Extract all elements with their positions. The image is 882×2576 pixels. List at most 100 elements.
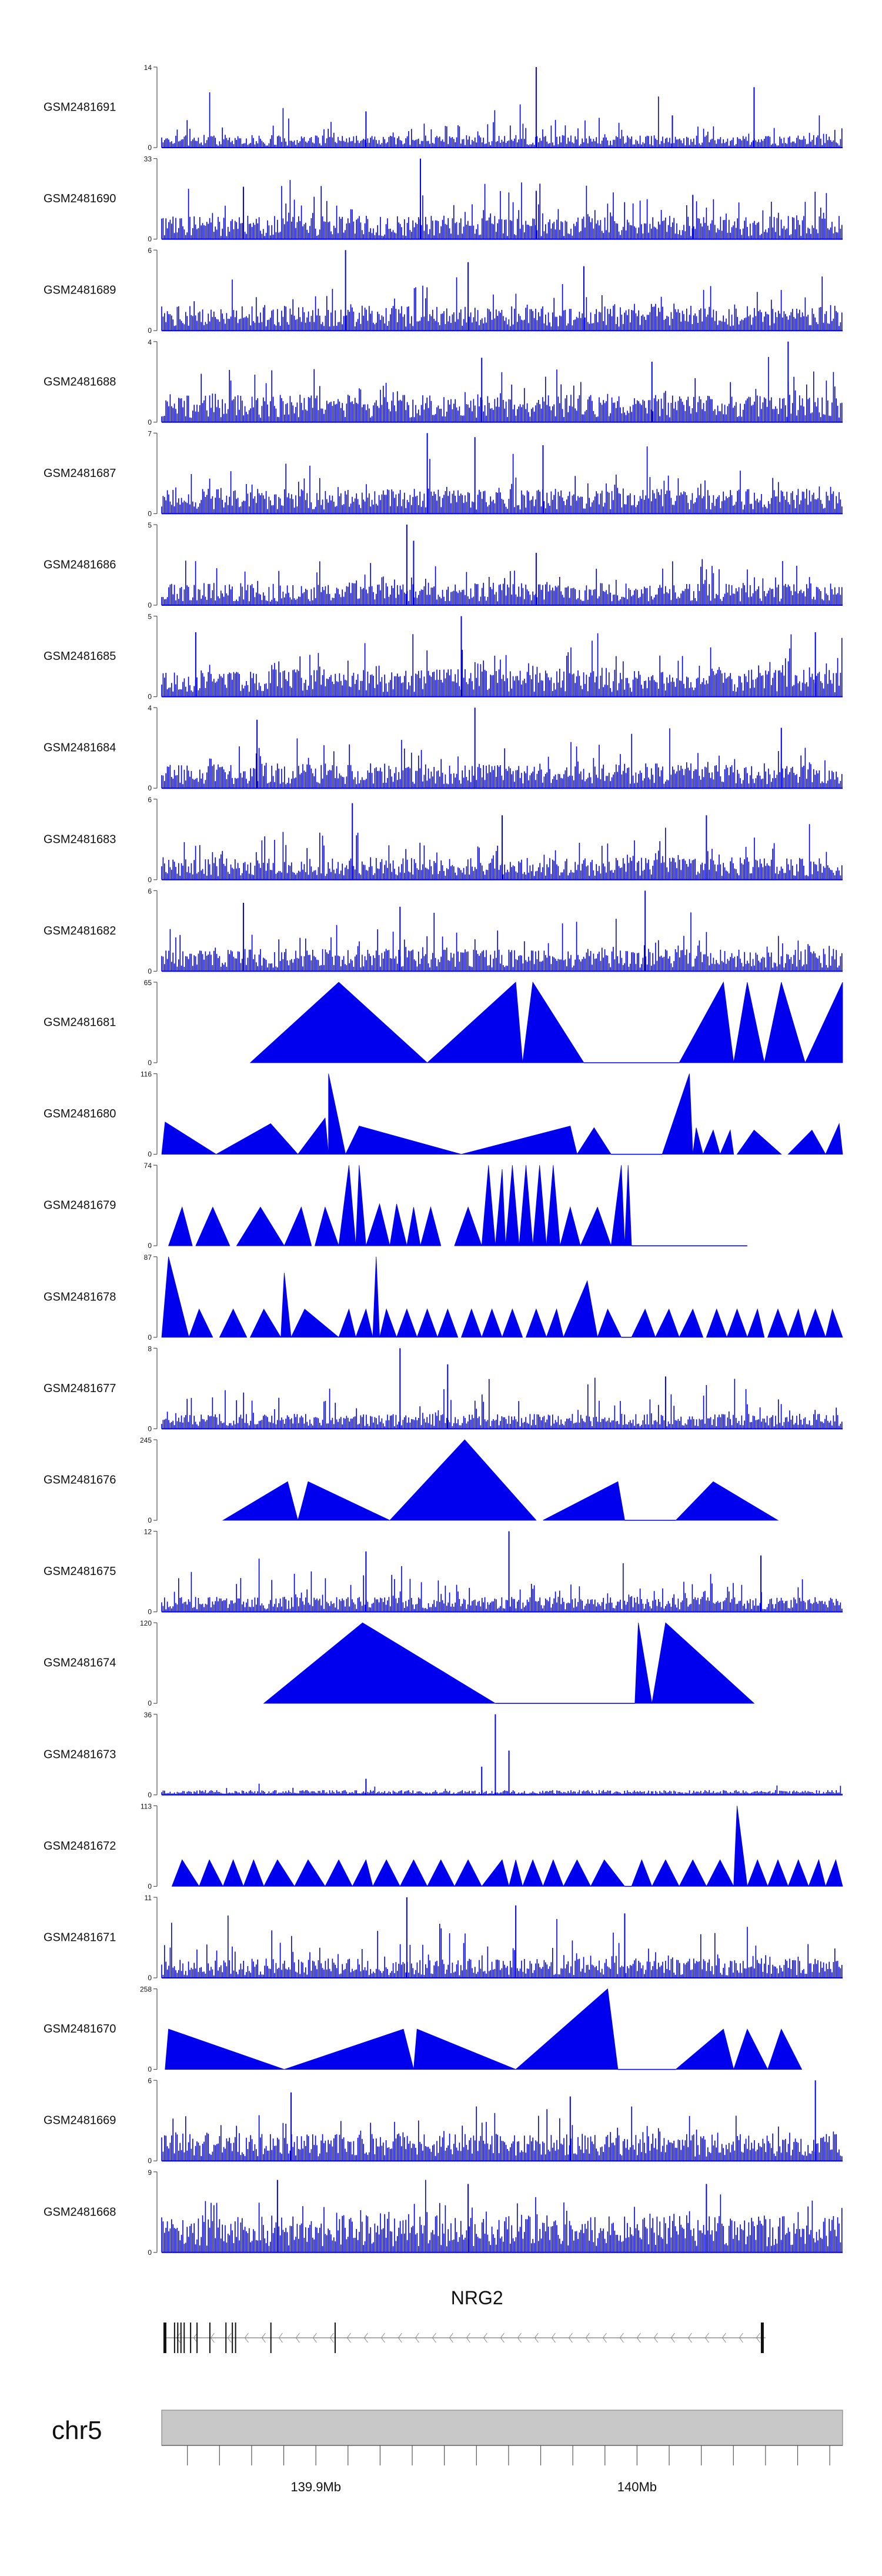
coverage-peak bbox=[543, 1481, 625, 1521]
coverage-peak bbox=[481, 1308, 503, 1338]
y-tick-label-max: 258 bbox=[140, 1986, 152, 1994]
exon bbox=[232, 2323, 233, 2353]
exon bbox=[183, 2323, 185, 2353]
track-label: GSM2481681 bbox=[44, 1016, 116, 1029]
exon bbox=[235, 2323, 236, 2353]
coverage-peak bbox=[736, 1129, 782, 1154]
exon bbox=[270, 2323, 272, 2353]
track-GSM2481672: GSM2481672 113 0 bbox=[44, 1802, 843, 1890]
coverage-peak bbox=[236, 1206, 285, 1246]
coverage-peak bbox=[168, 1206, 193, 1246]
coverage-signal bbox=[161, 1559, 843, 1612]
coverage-peak bbox=[726, 1308, 748, 1338]
track-label: GSM2481689 bbox=[44, 284, 116, 297]
coverage-peak bbox=[338, 1308, 356, 1338]
y-tick-label-min: 0 bbox=[148, 326, 152, 335]
coverage-peak bbox=[525, 1308, 547, 1338]
strand-arrow bbox=[721, 2333, 726, 2343]
coverage-peak bbox=[460, 1308, 482, 1338]
y-tick-label-max: 245 bbox=[140, 1436, 152, 1444]
coverage-signal bbox=[161, 446, 843, 514]
coverage-peak bbox=[352, 1859, 373, 1887]
track-label: GSM2481691 bbox=[44, 101, 116, 114]
coverage-signal bbox=[161, 356, 843, 422]
y-tick-label-max: 87 bbox=[144, 1253, 152, 1262]
coverage-peak bbox=[546, 1308, 564, 1338]
strand-arrow bbox=[346, 2333, 351, 2343]
coverage-peak bbox=[522, 1859, 544, 1887]
coverage-peak bbox=[325, 1859, 353, 1887]
coverage-peak bbox=[284, 2028, 414, 2070]
y-tick-label-max: 5 bbox=[148, 521, 152, 529]
exon bbox=[760, 2323, 764, 2353]
strand-arrow bbox=[312, 2333, 317, 2343]
coverage-peak bbox=[315, 1206, 339, 1246]
y-tick-label-min: 0 bbox=[148, 1608, 152, 1616]
coverage-peak bbox=[559, 1206, 581, 1246]
coverage-peak bbox=[597, 1308, 622, 1338]
coverage-signal bbox=[161, 728, 843, 789]
track-GSM2481691: GSM2481691 14 0 bbox=[44, 64, 843, 152]
strand-arrow bbox=[176, 2333, 181, 2343]
track-GSM2481680: GSM2481680 116 0 bbox=[44, 1070, 843, 1159]
coverage-peak bbox=[502, 1308, 523, 1338]
coverage-peak bbox=[165, 2028, 285, 2070]
track-label: GSM2481677 bbox=[44, 1382, 116, 1395]
track-label: GSM2481683 bbox=[44, 833, 116, 846]
coverage-peak bbox=[532, 1165, 547, 1246]
y-tick-label-min: 0 bbox=[148, 1699, 152, 1707]
coverage-peak bbox=[767, 2028, 803, 2070]
y-tick-label-min: 0 bbox=[148, 1059, 152, 1067]
coverage-peak bbox=[733, 982, 765, 1063]
coverage-peak bbox=[679, 981, 734, 1063]
y-tick-label-max: 36 bbox=[144, 1711, 152, 1719]
coverage-peak bbox=[804, 982, 843, 1063]
track-GSM2481689: GSM2481689 6 0 bbox=[44, 246, 843, 335]
coverage-peak bbox=[215, 1123, 299, 1154]
track-label: GSM2481672 bbox=[44, 1840, 116, 1853]
coverage-peak bbox=[249, 982, 428, 1063]
coverage-peak bbox=[624, 1165, 632, 1246]
y-tick-label-max: 6 bbox=[148, 246, 152, 255]
ideogram-track: chr5 139.9Mb 140Mb bbox=[52, 2410, 843, 2494]
y-tick-label-max: 116 bbox=[141, 1070, 152, 1079]
strand-arrow bbox=[227, 2333, 232, 2343]
coverage-peak bbox=[420, 1206, 442, 1246]
coverage-peak bbox=[825, 1308, 843, 1338]
y-tick-label-max: 6 bbox=[148, 2077, 152, 2085]
track-label: GSM2481669 bbox=[44, 2114, 116, 2127]
coverage-peak bbox=[188, 1308, 213, 1338]
coverage-signal bbox=[161, 1916, 843, 1978]
gene-name-label: NRG2 bbox=[451, 2287, 503, 2308]
coverage-peak bbox=[263, 1622, 496, 1704]
coverage-peak bbox=[634, 1623, 653, 1704]
x-tick-label: 139.9Mb bbox=[290, 2480, 341, 2494]
y-tick-label-min: 0 bbox=[148, 967, 152, 975]
track-label: GSM2481685 bbox=[44, 650, 116, 663]
track-GSM2481682: GSM2481682 6 0 bbox=[44, 887, 843, 975]
coverage-peak bbox=[283, 1206, 312, 1246]
coverage-peak bbox=[546, 1165, 560, 1246]
y-tick-label-min: 0 bbox=[148, 601, 152, 609]
y-tick-label-min: 0 bbox=[148, 2157, 152, 2165]
strand-arrow bbox=[432, 2333, 436, 2343]
coverage-tracks: GSM2481691140GSM2481690330GSM248168960GS… bbox=[44, 64, 843, 2257]
coverage-peak bbox=[808, 1858, 826, 1887]
strand-arrow bbox=[295, 2333, 300, 2343]
y-tick-label-max: 120 bbox=[140, 1619, 152, 1627]
y-tick-label-max: 74 bbox=[144, 1162, 152, 1170]
coverage-peak bbox=[161, 1122, 218, 1154]
strand-arrow bbox=[704, 2333, 709, 2343]
strand-arrow bbox=[636, 2333, 641, 2343]
track-GSM2481684: GSM2481684 4 0 bbox=[44, 704, 843, 792]
y-tick-label-min: 0 bbox=[148, 693, 152, 701]
y-tick-label-min: 0 bbox=[148, 1242, 152, 1250]
coverage-peak bbox=[298, 1481, 390, 1521]
coverage-peak bbox=[372, 1256, 380, 1338]
exon bbox=[190, 2323, 192, 2353]
y-tick-label-min: 0 bbox=[148, 509, 152, 518]
coverage-peak bbox=[747, 1859, 769, 1887]
strand-arrow bbox=[534, 2333, 539, 2343]
coverage-peak bbox=[590, 1859, 626, 1887]
